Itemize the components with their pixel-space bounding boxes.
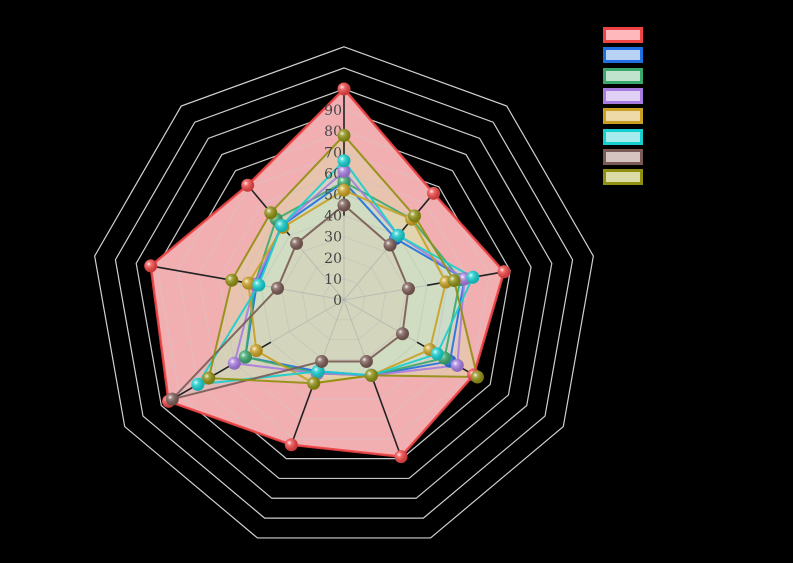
data-points [144, 82, 511, 464]
legend-item[interactable] [603, 106, 651, 126]
data-point-marker[interactable] [470, 370, 484, 384]
radial-tick-label: 40 [324, 209, 342, 225]
legend-item[interactable] [603, 45, 651, 65]
data-point-marker[interactable] [401, 282, 415, 296]
legend-item[interactable] [603, 86, 651, 106]
data-point-marker[interactable] [450, 358, 464, 372]
series-area [245, 181, 465, 376]
legend-item[interactable] [603, 147, 651, 167]
legend-swatch [603, 88, 643, 105]
radial-tick-label: 50 [324, 188, 342, 204]
data-point-marker[interactable] [447, 274, 461, 288]
legend-swatch [603, 108, 643, 125]
data-point-marker[interactable] [359, 354, 373, 368]
radial-tick-label: 90 [324, 103, 342, 119]
data-point-marker[interactable] [391, 228, 405, 242]
data-point-marker[interactable] [241, 276, 255, 290]
data-point-marker[interactable] [284, 438, 298, 452]
data-point-marker[interactable] [252, 278, 266, 292]
radial-tick-label: 60 [324, 166, 342, 182]
data-point-marker[interactable] [337, 128, 351, 142]
legend-swatch [603, 169, 643, 186]
series-area [172, 205, 409, 400]
data-point-marker[interactable] [225, 273, 239, 287]
radial-tick-labels: 0 10 20 30 40 50 60 70 80 90 [324, 103, 342, 309]
data-point-marker[interactable] [337, 164, 351, 178]
data-point-marker[interactable] [427, 186, 441, 200]
data-point-marker[interactable] [337, 154, 351, 168]
data-point-marker[interactable] [497, 265, 511, 279]
data-point-marker[interactable] [275, 219, 289, 233]
radial-tick-label: 80 [324, 124, 342, 140]
data-point-marker[interactable] [144, 259, 158, 273]
data-point-marker[interactable] [315, 354, 329, 368]
legend-swatch [603, 27, 643, 44]
data-point-marker[interactable] [165, 392, 179, 406]
data-point-marker[interactable] [466, 270, 480, 284]
data-point-marker[interactable] [364, 368, 378, 382]
data-point-marker[interactable] [271, 281, 285, 295]
legend-item[interactable] [603, 167, 651, 187]
data-point-marker[interactable] [191, 377, 205, 391]
data-point-marker[interactable] [264, 206, 278, 220]
data-point-marker[interactable] [227, 356, 241, 370]
series-area [245, 181, 461, 376]
legend-swatch [603, 148, 643, 165]
data-point-marker[interactable] [383, 238, 397, 252]
radial-tick-label: 70 [324, 145, 342, 161]
legend-item[interactable] [603, 66, 651, 86]
data-point-marker[interactable] [337, 183, 351, 197]
data-point-marker[interactable] [202, 371, 216, 385]
series-area [208, 135, 478, 384]
radial-tick-label: 30 [324, 230, 342, 246]
legend-swatch [603, 128, 643, 145]
data-point-marker[interactable] [241, 178, 255, 192]
data-point-marker[interactable] [307, 376, 321, 390]
radial-tick-label: 20 [324, 251, 342, 267]
data-point-marker[interactable] [311, 364, 325, 378]
data-point-marker[interactable] [395, 327, 409, 341]
data-point-marker[interactable] [290, 236, 304, 250]
data-point-marker[interactable] [337, 82, 351, 96]
radial-tick-label: 10 [324, 272, 342, 288]
legend-item[interactable] [603, 126, 651, 146]
legend-swatch [603, 47, 643, 64]
legend [603, 25, 651, 187]
data-point-marker[interactable] [249, 344, 263, 358]
legend-item[interactable] [603, 25, 651, 45]
data-point-marker[interactable] [238, 350, 252, 364]
data-point-marker[interactable] [394, 450, 408, 464]
data-point-marker[interactable] [430, 347, 444, 361]
data-point-marker[interactable] [337, 198, 351, 212]
data-point-marker[interactable] [408, 209, 422, 223]
legend-swatch [603, 67, 643, 84]
radial-tick-label: 0 [333, 293, 342, 309]
